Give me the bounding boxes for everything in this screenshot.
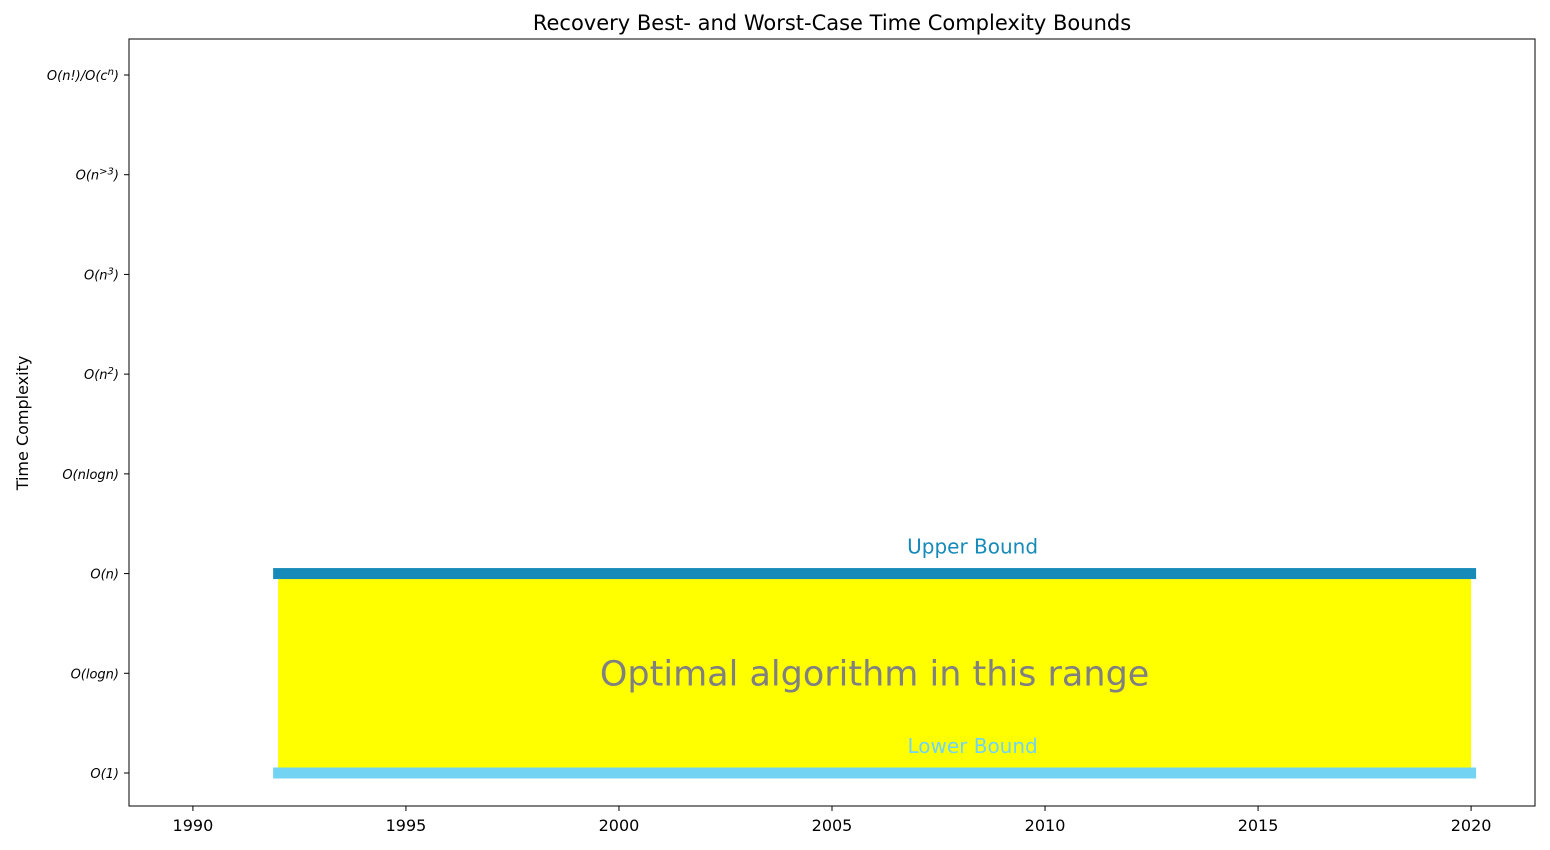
y-tick-label-5: O(n3): [84, 266, 119, 284]
plot-area: Upper Bound Lower Bound Optimal algorithm …: [47, 38, 1536, 835]
chart-title: Recovery Best- and Worst-Case Time Compl…: [533, 11, 1131, 35]
y-tick-label-3: O(nlogn): [62, 468, 119, 483]
upper-bound-line: [273, 568, 1477, 580]
upper-bound-label: Upper Bound: [907, 535, 1038, 559]
y-tick-label-7: O(n!)/O(cn): [47, 67, 119, 85]
lower-bound-line: [273, 767, 1477, 779]
lower-bound-label: Lower Bound: [907, 734, 1037, 758]
x-tick-label-2010: 2010: [1025, 816, 1066, 835]
x-tick-label-2005: 2005: [812, 816, 853, 835]
x-tick-label-2020: 2020: [1451, 816, 1492, 835]
x-tick-label-1990: 1990: [173, 816, 214, 835]
y-tick-label-2: O(n): [90, 568, 119, 583]
optimal-range-fill: [278, 573, 1472, 773]
optimal-range-label: Optimal algorithm in this range: [600, 654, 1149, 694]
y-axis-label: Time Complexity: [13, 356, 32, 492]
x-tick-label-1995: 1995: [386, 816, 427, 835]
y-tick-label-6: O(n>3): [76, 166, 119, 184]
y-tick-label-1: O(logn): [71, 667, 119, 682]
y-tick-label-4: O(n2): [84, 366, 119, 384]
x-tick-label-2000: 2000: [599, 816, 640, 835]
x-tick-label-2015: 2015: [1238, 816, 1279, 835]
y-tick-label-0: O(1): [90, 767, 119, 782]
